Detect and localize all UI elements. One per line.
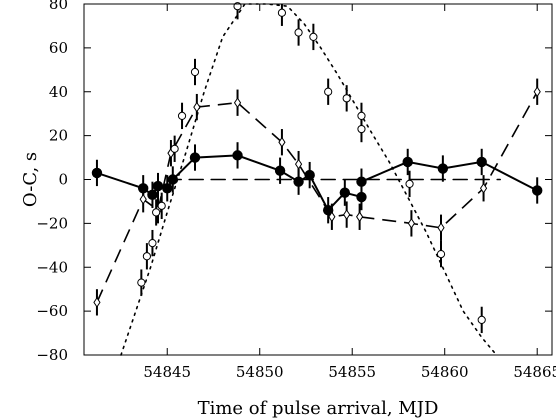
data-markers xyxy=(91,2,543,324)
data-point-open-diamond xyxy=(479,182,488,194)
data-point-open-circle xyxy=(342,94,351,103)
x-tick-label: 54865 xyxy=(513,363,556,381)
y-tick-label: 60 xyxy=(49,39,68,57)
data-point-open-circle xyxy=(148,239,157,248)
series-2-line xyxy=(96,91,538,303)
data-point-open-circle xyxy=(357,111,366,120)
data-point-open-circle xyxy=(137,278,146,287)
data-point-open-diamond xyxy=(343,209,351,221)
data-point-filled-circle xyxy=(162,183,173,194)
y-tick-label: −60 xyxy=(36,302,68,320)
data-point-open-diamond xyxy=(356,211,364,223)
data-point-filled-circle xyxy=(152,180,164,192)
data-point-filled-circle xyxy=(356,176,367,187)
y-tick-label: 80 xyxy=(49,0,68,13)
y-tick-label: −40 xyxy=(36,258,68,276)
data-point-filled-circle xyxy=(339,187,351,198)
data-point-open-circle xyxy=(142,252,151,261)
data-point-open-diamond xyxy=(533,86,541,98)
data-point-open-circle xyxy=(294,28,303,37)
data-point-filled-circle xyxy=(147,189,158,201)
data-point-filled-circle xyxy=(476,156,487,168)
y-tick-label: 40 xyxy=(49,83,68,101)
data-point-filled-circle xyxy=(304,169,315,181)
data-point-open-circle xyxy=(324,87,333,96)
data-point-filled-circle xyxy=(437,163,449,174)
y-tick-label: 0 xyxy=(58,171,68,189)
data-point-filled-circle xyxy=(274,165,286,176)
data-point-open-diamond xyxy=(233,97,242,109)
data-point-open-diamond xyxy=(294,158,303,170)
data-point-filled-circle xyxy=(91,167,103,179)
data-point-open-diamond xyxy=(437,222,445,234)
data-point-open-circle xyxy=(277,8,287,17)
axis-ticks: 54845 54850 54855 54860 54865 −80 −60 −40 −20 0 20… xyxy=(36,0,556,381)
data-point-filled-circle xyxy=(232,150,243,161)
data-point-open-circle xyxy=(190,67,200,77)
data-point-filled-circle xyxy=(356,191,367,203)
y-tick-label: −80 xyxy=(36,346,68,364)
data-point-open-circle xyxy=(152,208,161,217)
data-point-open-diamond xyxy=(193,101,201,113)
data-point-open-diamond xyxy=(407,217,416,229)
data-point-open-circle xyxy=(157,201,166,210)
data-point-filled-circle xyxy=(322,205,334,216)
x-tick-label: 54850 xyxy=(236,363,284,381)
data-point-filled-circle xyxy=(167,174,178,185)
data-point-open-diamond xyxy=(139,193,147,205)
x-tick-label: 54860 xyxy=(421,363,469,381)
data-point-open-circle xyxy=(177,111,187,120)
x-axis-title: Time of pulse arrival, MJD xyxy=(198,398,439,419)
data-point-filled-circle xyxy=(137,183,149,194)
data-point-open-diamond xyxy=(93,296,101,308)
data-point-open-diamond xyxy=(328,211,336,223)
data-point-open-circle xyxy=(357,124,366,134)
x-tick-label: 54845 xyxy=(143,363,191,381)
y-tick-label: 20 xyxy=(49,127,68,145)
y-tick-label: −20 xyxy=(36,214,68,232)
data-point-open-circle xyxy=(309,32,318,42)
data-point-open-circle xyxy=(170,144,179,153)
data-point-open-circle xyxy=(436,249,446,259)
data-point-filled-circle xyxy=(532,185,543,196)
data-point-filled-circle xyxy=(189,152,201,163)
x-tick-label: 54855 xyxy=(328,363,376,381)
data-point-filled-circle xyxy=(402,156,413,168)
data-point-filled-circle xyxy=(293,176,304,187)
y-axis-title: O-C, s xyxy=(20,152,41,207)
data-point-open-diamond xyxy=(278,136,286,148)
data-point-open-circle xyxy=(405,179,414,188)
data-point-open-circle xyxy=(477,315,486,324)
